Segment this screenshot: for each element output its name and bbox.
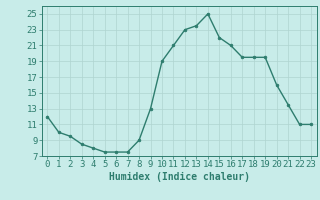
X-axis label: Humidex (Indice chaleur): Humidex (Indice chaleur) — [109, 172, 250, 182]
